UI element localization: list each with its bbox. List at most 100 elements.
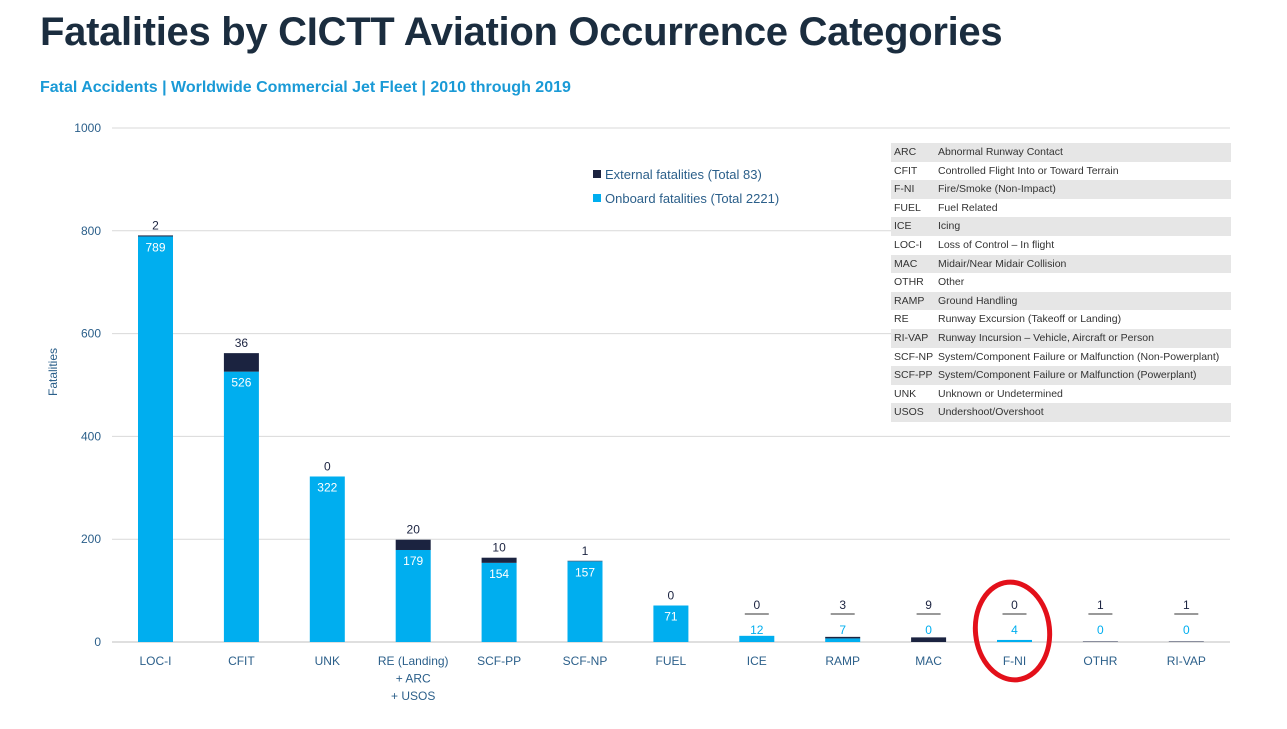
abbreviation-code: RE: [894, 313, 909, 326]
data-label-onboard: 154: [489, 567, 509, 581]
x-tick-label: FUEL: [656, 654, 687, 668]
abbreviation-description: Abnormal Runway Contact: [938, 146, 1063, 158]
bar-onboard: [825, 638, 861, 642]
abbreviation-description: Fuel Related: [938, 201, 998, 214]
abbreviation-description: Runway Excursion (Takeoff or Landing): [938, 313, 1122, 326]
bar-onboard: [739, 635, 775, 642]
data-label-onboard: 7: [839, 623, 846, 637]
x-tick-label: ICE: [747, 654, 767, 668]
x-tick-label: OTHR: [1083, 654, 1117, 668]
bar-onboard: [481, 562, 517, 642]
abbreviation-description: Runway Incursion – Vehicle, Aircraft or …: [938, 331, 1154, 344]
abbreviation-description: Controlled Flight Into or Toward Terrain: [938, 164, 1119, 177]
x-tick-label: CFIT: [228, 654, 255, 668]
abbreviation-row: UNK Unknown or Undetermined: [891, 385, 1231, 404]
data-label-onboard: 179: [403, 554, 423, 568]
data-label-external: 3: [839, 598, 846, 612]
legend-item-onboard: Onboard fatalities (Total 2221): [593, 186, 779, 210]
bar-onboard: [653, 605, 689, 642]
data-label-external: 10: [492, 541, 506, 555]
legend-swatch-onboard: [593, 194, 601, 202]
data-label-external: 1: [1097, 598, 1104, 612]
data-label-onboard: 526: [231, 376, 251, 390]
abbreviation-row: FUEL Fuel Related: [891, 199, 1231, 218]
x-tick-label: RAMP: [825, 654, 860, 668]
chart-subtitle: Fatal Accidents | Worldwide Commercial J…: [40, 79, 571, 96]
abbreviation-code: FUEL: [894, 201, 921, 214]
data-label-external: 1: [1183, 598, 1190, 612]
bar-external: [138, 235, 173, 237]
y-tick-label: 400: [81, 429, 101, 443]
abbreviation-row: MAC Midair/Near Midair Collision: [891, 254, 1231, 274]
data-label-onboard: 0: [1183, 623, 1190, 637]
data-label-onboard: 71: [664, 610, 678, 624]
abbreviation-code: CFIT: [894, 164, 918, 177]
x-tick-label: + ARC: [396, 672, 431, 686]
bar-external: [1168, 641, 1204, 642]
abbreviation-code: OTHR: [894, 276, 924, 289]
abbreviation-description: Unknown or Undetermined: [938, 387, 1063, 400]
abbreviation-code: RAMP: [894, 294, 925, 307]
abbreviation-code: F-NI: [894, 183, 915, 196]
abbreviation-code: ICE: [894, 220, 912, 233]
abbreviation-row: USOS Undershoot/Overshoot: [891, 403, 1231, 422]
data-label-external: 9: [925, 598, 932, 612]
bar-onboard: [395, 549, 431, 642]
bar-external: [223, 353, 259, 372]
data-label-external: 20: [407, 523, 421, 537]
abbreviation-code: LOC-I: [894, 238, 923, 251]
y-tick-label: 200: [81, 532, 101, 546]
abbreviation-row: ICE Icing: [891, 217, 1231, 236]
abbreviation-row: RI-VAP Runway Incursion – Vehicle, Aircra…: [891, 328, 1231, 348]
abbreviation-description: Midair/Near Midair Collision: [938, 257, 1067, 270]
x-tick-label: UNK: [315, 654, 340, 668]
abbreviation-row: CFIT Controlled Flight Into or Toward Ter…: [891, 162, 1231, 181]
abbreviation-row: ARC Abnormal Runway Contact: [891, 143, 1231, 162]
bar-external: [395, 539, 431, 550]
abbreviation-row: SCF-NP System/Component Failure or Malfun…: [891, 348, 1231, 367]
abbreviation-row: OTHR Other: [891, 273, 1231, 292]
annotation-circle: [972, 579, 1053, 683]
data-label-onboard: 0: [925, 623, 932, 637]
data-label-external: 36: [235, 336, 249, 350]
x-tick-label: + USOS: [391, 689, 435, 703]
data-label-onboard: 4: [1011, 623, 1018, 637]
bar-onboard: [138, 236, 173, 643]
abbreviation-description: System/Component Failure or Malfunction …: [938, 369, 1197, 382]
abbreviation-description: Other: [938, 276, 965, 289]
abbreviation-code: UNK: [894, 387, 917, 400]
data-label-onboard: 12: [750, 623, 764, 637]
bar-external: [825, 636, 861, 639]
abbreviation-row: F-NI Fire/Smoke (Non-Impact): [891, 180, 1231, 199]
legend-swatch-external: [593, 170, 601, 178]
data-label-onboard: 322: [317, 480, 337, 494]
data-label-external: 0: [1011, 598, 1018, 612]
bar-external: [1082, 641, 1118, 642]
data-label-external: 1: [582, 544, 589, 558]
data-label-external: 0: [324, 459, 331, 473]
x-tick-label: LOC-I: [139, 654, 171, 668]
x-tick-label: SCF-NP: [563, 654, 608, 668]
data-label-onboard: 789: [145, 240, 165, 254]
bar-onboard: [223, 371, 259, 642]
legend-item-external: External fatalities (Total 83): [593, 162, 779, 186]
data-label-external: 0: [668, 589, 675, 603]
x-tick-label: RI-VAP: [1167, 654, 1206, 668]
series-legend: External fatalities (Total 83) Onboard f…: [593, 162, 779, 210]
y-tick-label: 600: [81, 327, 101, 341]
abbreviation-description: Loss of Control – In flight: [938, 238, 1055, 251]
y-tick-label: 1000: [74, 121, 101, 135]
legend-label-external: External fatalities (Total 83): [605, 166, 762, 182]
y-tick-label: 0: [94, 635, 101, 649]
bar-onboard: [997, 639, 1032, 642]
abbreviation-description: Ground Handling: [938, 294, 1018, 307]
abbreviation-code: MAC: [894, 257, 918, 270]
abbreviation-row: RE Runway Excursion (Takeoff or Landing): [891, 310, 1231, 329]
abbreviation-code: SCF-PP: [894, 369, 933, 382]
x-tick-label: RE (Landing): [378, 654, 449, 668]
data-label-onboard: 0: [1097, 623, 1104, 637]
page-title: Fatalities by CICTT Aviation Occurrence …: [40, 10, 1003, 54]
abbreviation-row: SCF-PP System/Component Failure or Malfun…: [891, 366, 1231, 385]
bar-external: [567, 560, 603, 562]
